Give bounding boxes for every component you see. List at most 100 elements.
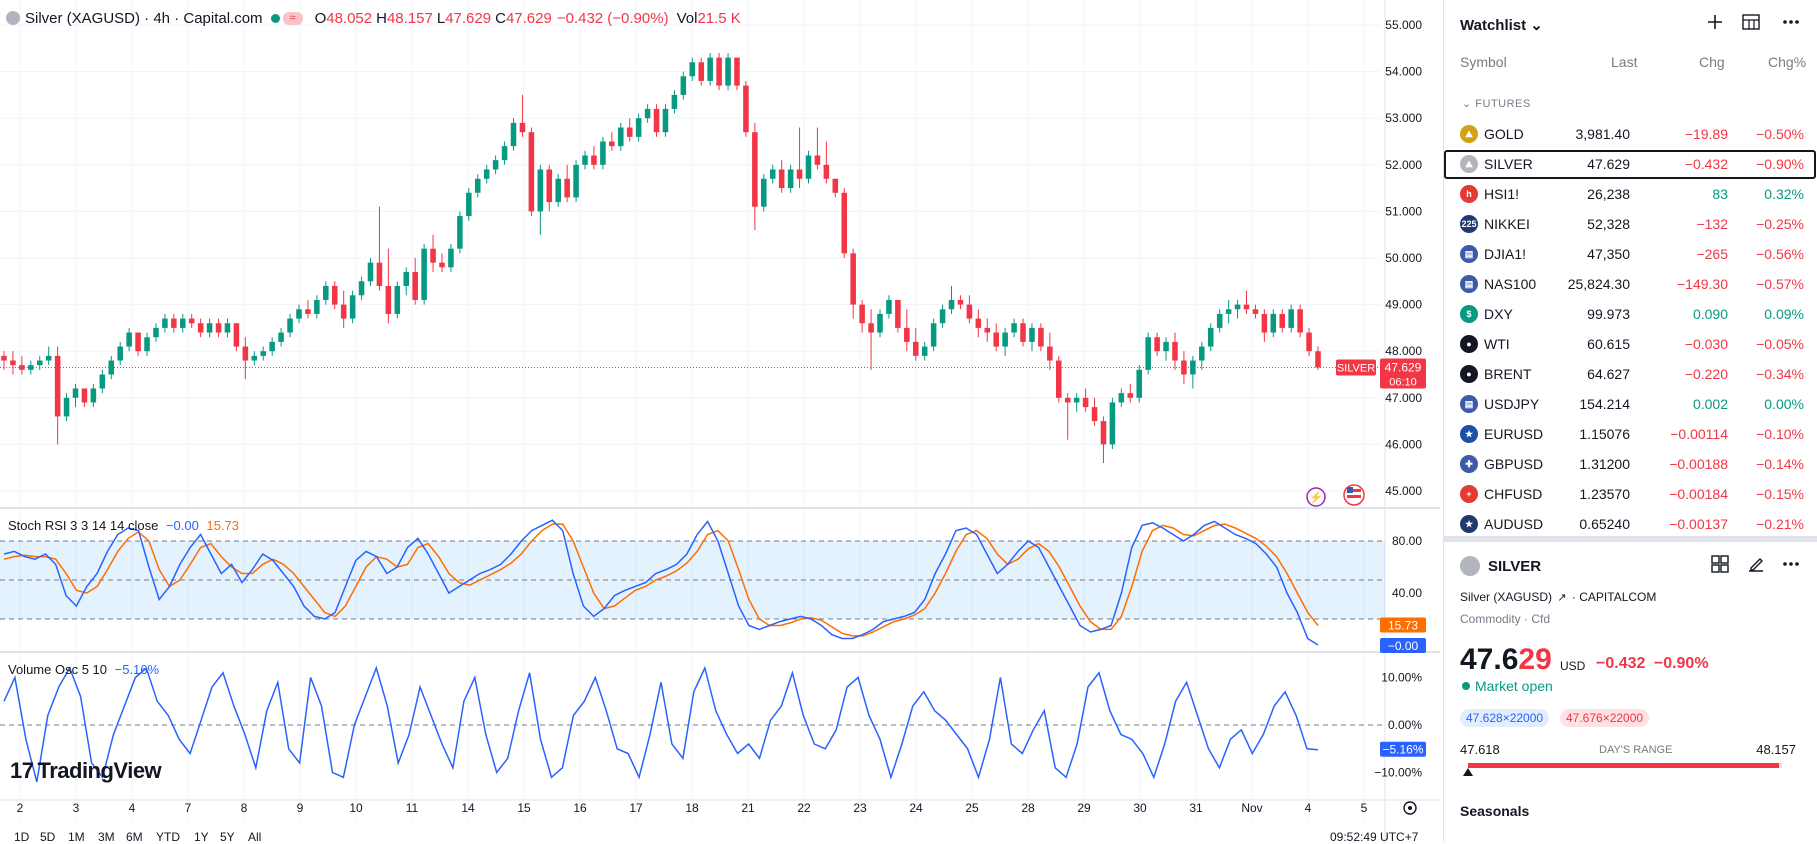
time-tick[interactable]: 10 bbox=[349, 801, 363, 815]
candle-body[interactable] bbox=[457, 216, 463, 249]
candle-body[interactable] bbox=[689, 62, 696, 77]
candle-body[interactable] bbox=[635, 118, 642, 137]
range-1d[interactable]: 1D bbox=[14, 830, 30, 844]
candle-body[interactable] bbox=[296, 309, 302, 319]
candle-body[interactable] bbox=[1011, 323, 1017, 333]
candle-body[interactable] bbox=[948, 299, 955, 310]
candle-body[interactable] bbox=[171, 318, 177, 328]
utc-clock[interactable]: 09:52:49 UTC+7 bbox=[1330, 830, 1419, 844]
candle-body[interactable] bbox=[868, 323, 874, 333]
candle-body[interactable] bbox=[582, 155, 588, 165]
candle-body[interactable] bbox=[618, 127, 624, 147]
candle-body[interactable] bbox=[278, 332, 284, 342]
candle-body[interactable] bbox=[930, 323, 937, 347]
candle-body[interactable] bbox=[269, 341, 275, 352]
plus-icon[interactable] bbox=[1706, 13, 1724, 36]
volume-osc-legend[interactable]: Volume Osc 5 10 −5.16% bbox=[8, 662, 159, 677]
candle-body[interactable] bbox=[1029, 327, 1035, 342]
candle-body[interactable] bbox=[1288, 309, 1294, 328]
range-1m[interactable]: 1M bbox=[68, 830, 85, 844]
time-tick[interactable]: 9 bbox=[297, 801, 304, 815]
candle-body[interactable] bbox=[1056, 360, 1062, 398]
candle-body[interactable] bbox=[54, 355, 61, 417]
candle-body[interactable] bbox=[1154, 337, 1160, 352]
time-tick[interactable]: 28 bbox=[1021, 801, 1035, 815]
chart-area[interactable]: 55.000 54.000 53.000 52.000 51.000 50.000 49.0… bbox=[0, 0, 1440, 844]
candle-body[interactable] bbox=[1279, 313, 1286, 328]
watchlist-row-usdjpy[interactable]: ▤ USDJPY 154.214 0.002 0.00% bbox=[1444, 390, 1816, 419]
candle-body[interactable] bbox=[671, 94, 678, 109]
panel-divider[interactable] bbox=[1444, 536, 1817, 542]
price-tag[interactable] bbox=[1380, 358, 1426, 389]
watchlist-row-silver[interactable]: ⛰ SILVER 47.629 −0.432 −0.90% bbox=[1444, 150, 1816, 179]
time-tick[interactable]: 25 bbox=[965, 801, 979, 815]
candle-body[interactable] bbox=[466, 192, 472, 217]
watchlist-row-nas100[interactable]: ▤ NAS100 25,824.30 −149.30 −0.57% bbox=[1444, 270, 1816, 299]
candle-body[interactable] bbox=[912, 341, 919, 356]
candle-body[interactable] bbox=[394, 285, 401, 314]
section-futures[interactable]: ⌄ FUTURES bbox=[1462, 98, 1531, 110]
candle-body[interactable] bbox=[877, 313, 883, 333]
col-last[interactable]: Last bbox=[1611, 54, 1638, 70]
candle-body[interactable] bbox=[483, 169, 490, 179]
candle-body[interactable] bbox=[1038, 327, 1044, 347]
candle-body[interactable] bbox=[1261, 313, 1268, 333]
range-5y[interactable]: 5Y bbox=[220, 830, 235, 844]
candle-body[interactable] bbox=[153, 327, 159, 338]
candle-body[interactable] bbox=[206, 323, 213, 333]
candle-body[interactable] bbox=[1091, 407, 1098, 422]
candle-body[interactable] bbox=[939, 309, 946, 324]
external-link-icon[interactable]: ↗ bbox=[1557, 592, 1567, 604]
candle-body[interactable] bbox=[1216, 313, 1223, 328]
time-tick[interactable]: 15 bbox=[517, 801, 531, 815]
candle-body[interactable] bbox=[886, 299, 892, 314]
candle-body[interactable] bbox=[555, 178, 561, 203]
watchlist-row-gold[interactable]: ⛰ GOLD 3,981.40 −19.89 −0.50% bbox=[1444, 120, 1816, 149]
candle-body[interactable] bbox=[1207, 327, 1214, 347]
candle-body[interactable] bbox=[501, 146, 508, 161]
candle-body[interactable] bbox=[752, 132, 758, 207]
candle-body[interactable] bbox=[63, 397, 70, 417]
candle-body[interactable] bbox=[716, 57, 722, 86]
candle-body[interactable] bbox=[805, 155, 812, 179]
candle-body[interactable] bbox=[367, 262, 374, 282]
candle-body[interactable] bbox=[1181, 360, 1187, 375]
candle-body[interactable] bbox=[1163, 341, 1169, 352]
time-tick[interactable]: 30 bbox=[1133, 801, 1147, 815]
candle-body[interactable] bbox=[1127, 393, 1134, 398]
candle-body[interactable] bbox=[224, 323, 231, 333]
candle-body[interactable] bbox=[1199, 346, 1205, 361]
candle-body[interactable] bbox=[188, 318, 195, 324]
candle-body[interactable] bbox=[778, 169, 785, 189]
candle-body[interactable] bbox=[957, 299, 964, 305]
candle-body[interactable] bbox=[573, 164, 579, 198]
watchlist-row-audusd[interactable]: ★ AUDUSD 0.65240 −0.00137 −0.21% bbox=[1444, 510, 1816, 539]
more-icon[interactable] bbox=[1781, 554, 1801, 579]
col-symbol[interactable]: Symbol bbox=[1460, 54, 1507, 70]
candle-body[interactable] bbox=[1047, 346, 1053, 361]
watchlist-row-hsi1[interactable]: h HSI1! 26,238 83 0.32% bbox=[1444, 180, 1816, 209]
time-tick[interactable]: 17 bbox=[629, 801, 643, 815]
volume-osc-line[interactable] bbox=[3, 665, 1319, 783]
candle-body[interactable] bbox=[81, 388, 88, 403]
watchlist-row-gbpusd[interactable]: ✚ GBPUSD 1.31200 −0.00188 −0.14% bbox=[1444, 450, 1816, 479]
candle-body[interactable] bbox=[787, 169, 794, 189]
status-pill[interactable]: ≈ bbox=[270, 11, 303, 25]
candle-body[interactable] bbox=[10, 360, 16, 366]
candle-body[interactable] bbox=[707, 57, 713, 81]
time-tick[interactable]: 7 bbox=[185, 801, 192, 815]
candle-body[interactable] bbox=[135, 332, 141, 352]
layout-icon[interactable] bbox=[1710, 554, 1730, 579]
candle-body[interactable] bbox=[546, 169, 553, 203]
edit-icon[interactable] bbox=[1746, 554, 1766, 579]
candle-body[interactable] bbox=[1020, 323, 1026, 342]
candle-body[interactable] bbox=[528, 132, 535, 212]
range-6m[interactable]: 6M bbox=[126, 830, 143, 844]
candle-body[interactable] bbox=[233, 323, 240, 347]
range-all[interactable]: All bbox=[248, 830, 262, 844]
candle-body[interactable] bbox=[1252, 309, 1259, 314]
candle-body[interactable] bbox=[796, 169, 803, 179]
time-tick[interactable]: 4 bbox=[1305, 801, 1312, 815]
grid-icon[interactable] bbox=[1741, 13, 1761, 36]
candle-body[interactable] bbox=[349, 295, 356, 319]
